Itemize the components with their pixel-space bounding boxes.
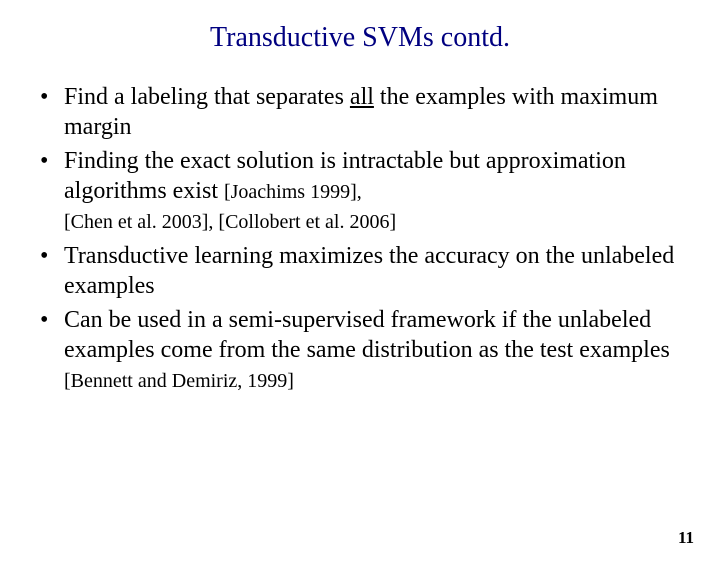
text-segment: Can be used in a semi-supervised framewo…	[64, 307, 670, 363]
citation: [Joachims 1999],	[224, 181, 362, 203]
bullet-item: • Transductive learning maximizes the ac…	[38, 241, 690, 301]
citation: [Bennett and Demiriz, 1999]	[64, 370, 294, 392]
citation-row: [Chen et al. 2003], [Collobert et al. 20…	[38, 210, 690, 235]
bullet-item: • Finding the exact solution is intracta…	[38, 146, 690, 206]
bullet-text: Finding the exact solution is intractabl…	[64, 146, 690, 206]
bullet-marker: •	[38, 241, 64, 301]
bullet-text: Transductive learning maximizes the accu…	[64, 241, 690, 301]
bullet-item: • Find a labeling that separates all the…	[38, 82, 690, 142]
slide-title: Transductive SVMs contd.	[0, 22, 720, 54]
bullet-item: • Can be used in a semi-supervised frame…	[38, 305, 690, 395]
slide-content: • Find a labeling that separates all the…	[0, 82, 720, 395]
underlined-text: all	[350, 84, 374, 110]
bullet-marker: •	[38, 146, 64, 206]
bullet-text: Find a labeling that separates all the e…	[64, 82, 690, 142]
bullet-marker: •	[38, 305, 64, 395]
text-segment: Find a labeling that separates	[64, 84, 350, 110]
bullet-text: Can be used in a semi-supervised framewo…	[64, 305, 690, 395]
page-number: 11	[678, 528, 694, 548]
bullet-marker: •	[38, 82, 64, 142]
